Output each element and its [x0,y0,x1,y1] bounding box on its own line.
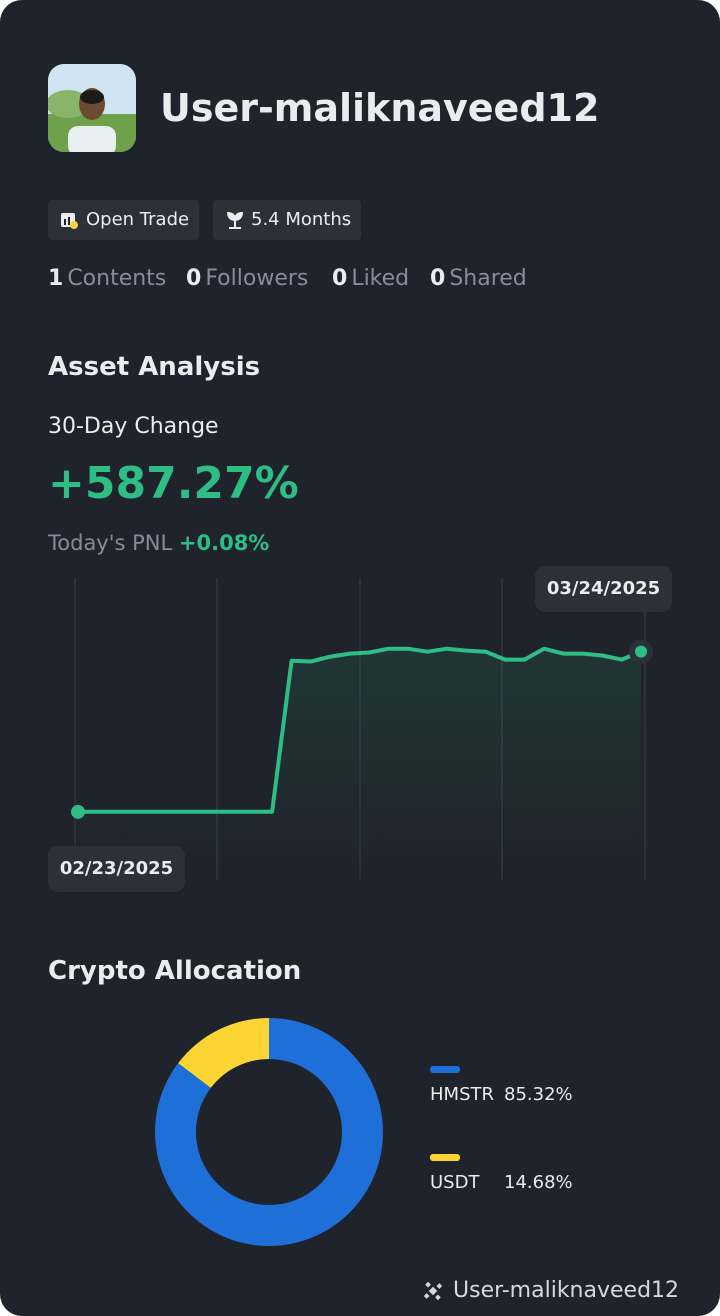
badge: 5.4 Months [213,200,362,240]
change-value: +587.27% [48,458,299,509]
date-tooltip: 02/23/2025 [48,846,185,892]
stat-label: Contents [67,266,167,291]
stat: 0 Shared [430,266,527,291]
watermark-text: User-maliknaveed12 [453,1278,680,1303]
badge: Open Trade [48,200,200,240]
stat-value: 0 [430,266,446,291]
badge-icon [61,213,78,229]
end-dot [635,645,647,658]
username: User-maliknaveed12 [160,86,600,130]
donut-segment [178,1018,269,1088]
pnl-label: Today's PNL [48,531,173,555]
line-chart [71,578,653,880]
legend-name: USDT [430,1172,480,1193]
donut-segment [155,1018,383,1246]
start-dot [71,804,85,819]
stat-label: Followers [205,266,309,291]
legend-name: HMSTR [430,1084,494,1105]
avatar[interactable] [48,64,136,152]
section-title: Asset Analysis [48,352,261,382]
stat-label: Shared [449,266,527,291]
stat: 0 Liked [332,266,409,291]
stat: 0 Followers [186,266,308,291]
section-title: Crypto Allocation [48,956,302,986]
stat-value: 0 [332,266,348,291]
legend-value: 85.32% [504,1084,573,1105]
donut-chart: HMSTR 85.32% USDT 14.68% [155,1018,573,1246]
change-label: 30-Day Change [48,414,219,439]
legend-value: 14.68% [504,1172,573,1193]
pnl: Today's PNL +0.08% [48,531,269,555]
line [78,646,642,814]
legend-swatch [430,1154,460,1161]
badge-icon [226,211,244,229]
pnl-value: +0.08% [178,531,270,555]
legend-swatch [430,1066,460,1073]
watermark: User-maliknaveed12 [420,1278,679,1304]
line-area [78,648,641,880]
logo [423,1281,443,1301]
badge-text: Open Trade [86,209,190,230]
stat-value: 1 [48,266,64,291]
stat-value: 0 [186,266,202,291]
stat: 1 Contents [48,266,166,291]
date-tooltip: 03/24/2025 [535,566,672,612]
badge-text: 5.4 Months [251,209,352,230]
stat-label: Liked [351,266,410,291]
